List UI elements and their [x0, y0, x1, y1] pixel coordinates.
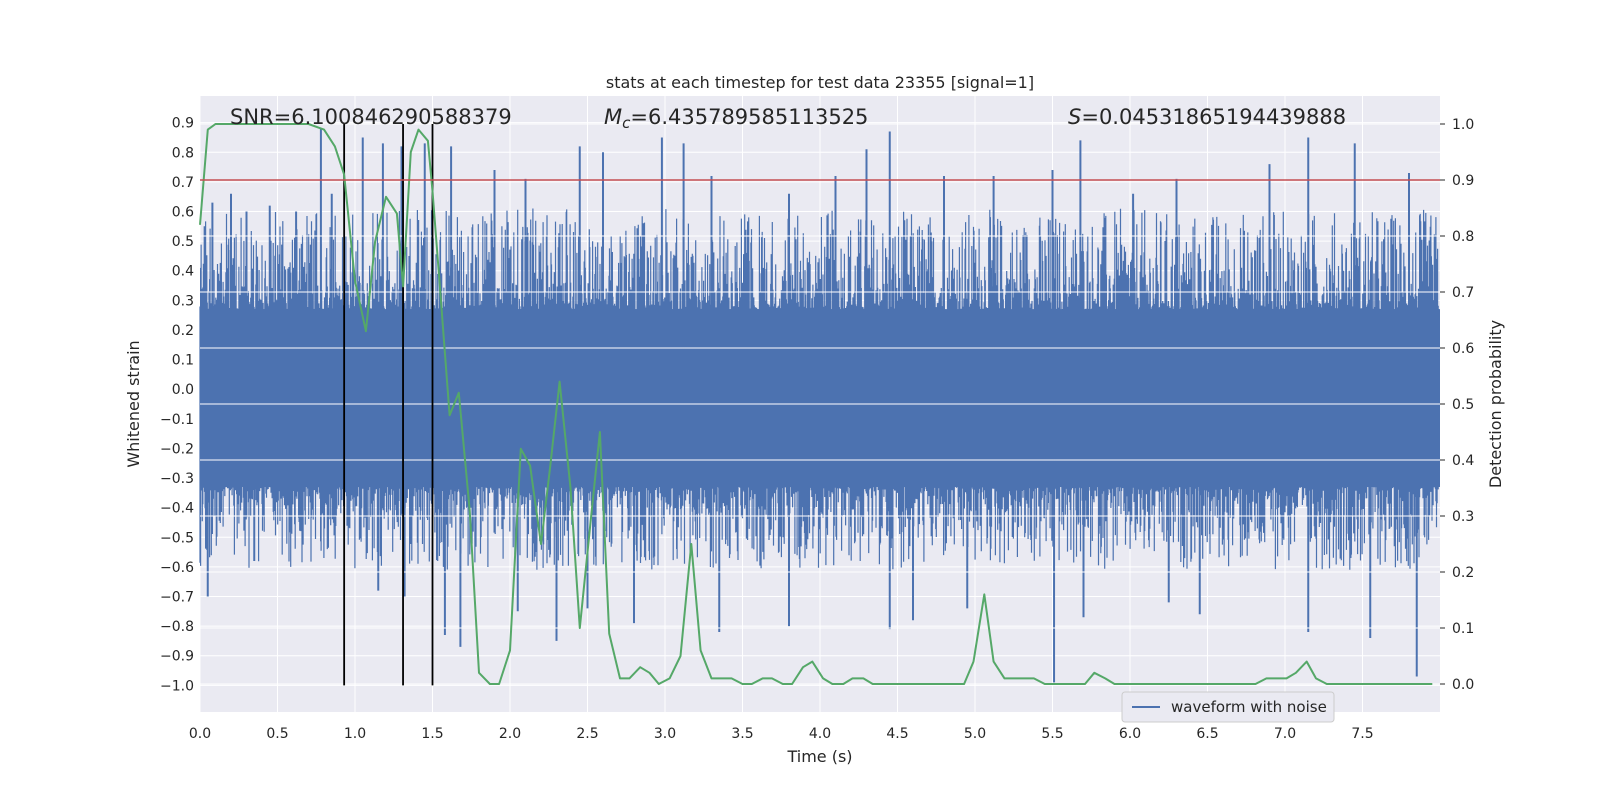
chirp-mass-subscript: c [622, 114, 631, 132]
x-tick-label: 5.0 [964, 726, 986, 742]
y-left-tick-label: −1.0 [160, 678, 194, 694]
detection-probability-line [199, 123, 1433, 685]
x-tick-label: 4.0 [809, 726, 831, 742]
tick-labels: 0.0 0.5 1.0 1.5 2.0 2.5 3.0 3.5 4.0 4.5 5.0 5.5 6.0 6… [160, 116, 1474, 742]
legend[interactable]: waveform with noise [1121, 691, 1335, 723]
x-tick-label: 7.5 [1351, 726, 1373, 742]
y-left-tick-label: 0.6 [172, 205, 194, 221]
right-y-axis-label: Detection probability [1486, 320, 1505, 488]
y-left-tick-label: 0.5 [172, 234, 194, 250]
y-left-tick-label: 0.9 [172, 116, 194, 132]
y-left-tick-label: −0.2 [160, 441, 194, 457]
probability-series [199, 123, 1433, 685]
y-left-tick-label: 0.7 [172, 175, 194, 191]
x-tick-label: 0.5 [266, 726, 288, 742]
y-left-tick-label: 0.2 [172, 323, 194, 339]
s-value: =0.04531865194439888 [1081, 105, 1346, 129]
y-right-tick-label: 0.6 [1452, 341, 1474, 357]
x-tick-label: 3.5 [731, 726, 753, 742]
y-right-tick-label: 0.1 [1452, 621, 1474, 637]
y-right-tick-label: 1.0 [1452, 117, 1474, 133]
y-left-tick-label: 0.3 [172, 293, 194, 309]
x-tick-label: 2.5 [576, 726, 598, 742]
x-tick-label: 3.0 [654, 726, 676, 742]
left-y-axis-label: Whitened strain [124, 340, 143, 467]
vertical-markers [343, 124, 434, 686]
y-left-tick-label: −0.5 [160, 530, 194, 546]
y-left-tick-label: 0.4 [172, 264, 194, 280]
x-tick-label: 0.0 [189, 726, 211, 742]
y-right-tick-label: 0.3 [1452, 509, 1474, 525]
chart-title: stats at each timestep for test data 233… [606, 73, 1034, 92]
y-left-tick-label: 0.0 [172, 382, 194, 398]
y-left-tick-label: −0.8 [160, 619, 194, 635]
y-right-tick-label: 0.7 [1452, 285, 1474, 301]
s-annotation: S=0.04531865194439888 [1068, 105, 1346, 129]
y-left-tick-label: −0.6 [160, 560, 194, 576]
x-tick-label: 2.0 [499, 726, 521, 742]
chirp-mass-annotation: Mc=6.435789585113525 [604, 105, 868, 132]
x-axis-label: Time (s) [786, 747, 852, 766]
y-left-tick-label: −0.3 [160, 471, 194, 487]
y-left-tick-label: −0.1 [160, 412, 194, 428]
y-left-tick-label: −0.4 [160, 501, 194, 517]
y-left-tick-label: 0.1 [172, 353, 194, 369]
y-left-tick-label: −0.7 [160, 590, 194, 606]
x-tick-label: 6.5 [1196, 726, 1218, 742]
y-right-tick-label: 0.9 [1452, 173, 1474, 189]
x-tick-label: 4.5 [886, 726, 908, 742]
legend-box [1121, 691, 1335, 723]
waveform-series [199, 123, 1440, 685]
x-tick-label: 5.5 [1041, 726, 1063, 742]
snr-annotation: SNR=6.100846290588379 [230, 105, 512, 129]
y-right-tick-label: 0.8 [1452, 229, 1474, 245]
y-left-tick-label: −0.9 [160, 649, 194, 665]
s-symbol: S [1068, 105, 1081, 129]
y-right-tick-label: 0.0 [1452, 677, 1474, 693]
y-right-tick-label: 0.4 [1452, 453, 1474, 469]
x-tick-label: 6.0 [1119, 726, 1141, 742]
x-tick-label: 1.0 [344, 726, 366, 742]
chirp-mass-value: =6.435789585113525 [630, 105, 868, 129]
waveform-line [199, 208, 1440, 570]
y-left-tick-label: 0.8 [172, 145, 194, 161]
x-tick-label: 1.5 [421, 726, 443, 742]
y-right-tick-label: 0.5 [1452, 397, 1474, 413]
chirp-mass-symbol: M [604, 105, 622, 129]
y-right-tick-label: 0.2 [1452, 565, 1474, 581]
x-tick-label: 7.0 [1274, 726, 1296, 742]
legend-label: waveform with noise [1171, 698, 1327, 716]
